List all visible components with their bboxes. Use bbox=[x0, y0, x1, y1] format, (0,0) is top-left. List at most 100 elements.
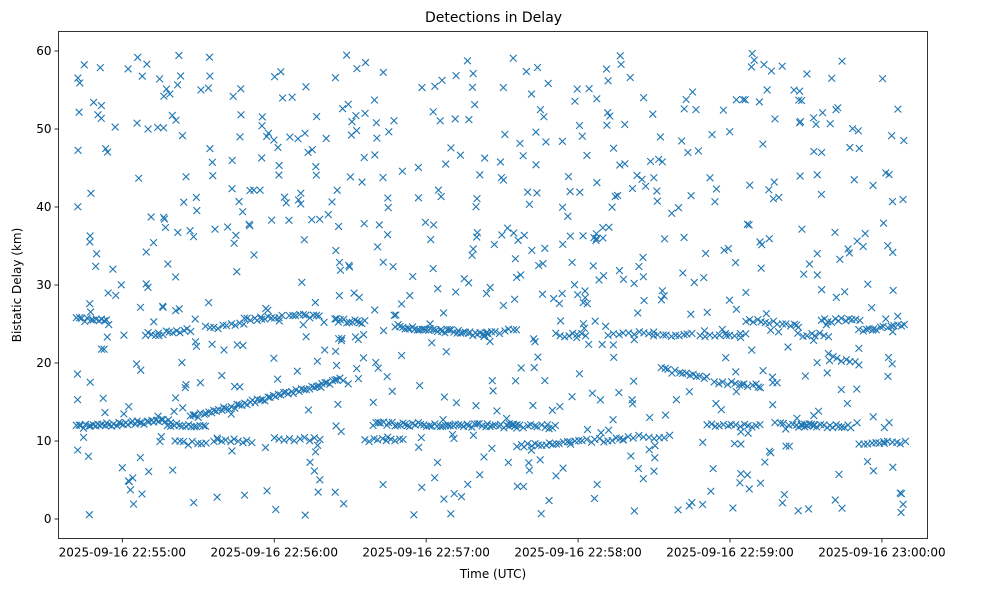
data-point-clutter bbox=[684, 148, 692, 157]
data-point-clutter bbox=[433, 458, 442, 467]
data-point-track-25km bbox=[659, 331, 667, 339]
data-point-clutter bbox=[92, 249, 101, 258]
data-point-track-12km bbox=[828, 423, 837, 432]
data-point-clutter bbox=[583, 425, 592, 434]
data-point-track-10km bbox=[239, 438, 247, 447]
data-point-track-rising bbox=[274, 390, 283, 399]
data-point-clutter bbox=[158, 302, 167, 311]
data-point-clutter bbox=[296, 200, 305, 208]
data-point-clutter bbox=[882, 315, 890, 323]
data-point-clutter bbox=[345, 261, 353, 270]
data-point-clutter bbox=[470, 100, 479, 109]
data-point-clutter bbox=[661, 411, 670, 419]
data-point-track-10km bbox=[221, 436, 230, 444]
data-point-clutter bbox=[75, 108, 83, 117]
data-point-clutter bbox=[724, 244, 733, 253]
data-point-track-25km bbox=[201, 322, 210, 331]
data-point-clutter bbox=[282, 199, 290, 207]
data-point-track-12km bbox=[719, 420, 728, 429]
data-point-clutter bbox=[645, 445, 653, 454]
data-point-track-12km bbox=[166, 419, 175, 427]
data-point-clutter bbox=[639, 93, 648, 102]
data-point-track-10km bbox=[305, 436, 314, 445]
data-point-clutter bbox=[826, 119, 835, 128]
data-point-clutter bbox=[379, 480, 387, 489]
data-point-clutter bbox=[236, 84, 245, 93]
data-point-clutter bbox=[124, 402, 133, 411]
data-point-clutter bbox=[818, 108, 827, 117]
data-point-clutter bbox=[598, 340, 606, 349]
data-point-clutter bbox=[576, 188, 584, 197]
data-point-track-rising bbox=[289, 389, 298, 398]
data-point-clutter bbox=[80, 61, 89, 69]
data-point-clutter bbox=[383, 372, 391, 381]
data-point-clutter bbox=[763, 86, 771, 94]
data-point-clutter bbox=[592, 236, 600, 245]
data-point-track-10km bbox=[280, 436, 288, 444]
data-point-clutter bbox=[848, 124, 857, 133]
data-point-clutter bbox=[385, 128, 393, 136]
data-point-clutter bbox=[142, 280, 151, 288]
data-point-clutter bbox=[359, 354, 368, 362]
data-point-clutter bbox=[817, 190, 826, 199]
data-point-track-25km bbox=[339, 315, 348, 323]
data-point-clutter bbox=[530, 363, 539, 372]
data-point-clutter bbox=[109, 265, 117, 274]
data-point-clutter bbox=[147, 213, 155, 221]
data-point-track-25km bbox=[820, 331, 828, 340]
data-point-clutter bbox=[765, 186, 773, 194]
data-point-clutter bbox=[143, 60, 151, 68]
data-point-clutter bbox=[331, 73, 340, 82]
data-point-clutter bbox=[837, 385, 846, 394]
data-point-clutter bbox=[410, 511, 418, 519]
data-point-clutter bbox=[503, 224, 512, 232]
data-point-track-25km bbox=[662, 331, 670, 339]
data-point-clutter bbox=[230, 239, 238, 248]
data-point-clutter bbox=[370, 306, 379, 314]
data-point-clutter bbox=[256, 186, 264, 194]
data-point-clutter bbox=[620, 120, 629, 129]
data-point-clutter bbox=[301, 129, 309, 138]
data-point-clutter bbox=[414, 443, 423, 452]
data-point-clutter bbox=[275, 171, 283, 179]
data-point-clutter bbox=[756, 238, 764, 246]
data-point-track-25km bbox=[649, 328, 658, 336]
data-point-track-10km bbox=[619, 436, 627, 444]
data-point-clutter bbox=[373, 134, 381, 142]
data-point-clutter bbox=[499, 83, 508, 92]
data-point-clutter bbox=[796, 172, 804, 180]
data-point-clutter bbox=[294, 196, 303, 204]
data-point-clutter bbox=[513, 482, 522, 491]
data-point-track-12km bbox=[446, 421, 454, 430]
data-point-track-10km bbox=[316, 435, 324, 444]
data-point-clutter bbox=[861, 229, 869, 238]
data-point-clutter bbox=[348, 117, 356, 126]
data-point-clutter bbox=[768, 373, 777, 381]
data-point-clutter bbox=[575, 121, 584, 130]
data-point-clutter bbox=[502, 414, 511, 423]
data-point-clutter bbox=[794, 506, 803, 515]
data-point-clutter bbox=[827, 74, 836, 83]
data-point-clutter bbox=[227, 410, 236, 418]
data-point-clutter bbox=[322, 134, 330, 143]
data-point-clutter bbox=[817, 285, 826, 294]
data-point-clutter bbox=[352, 364, 361, 373]
data-point-clutter bbox=[879, 219, 888, 227]
data-point-clutter bbox=[438, 76, 446, 85]
data-point-track-25km bbox=[644, 329, 653, 338]
data-point-track-10km bbox=[194, 439, 202, 448]
data-point-clutter bbox=[792, 321, 801, 329]
data-point-track-25km bbox=[302, 311, 310, 320]
data-point-clutter bbox=[298, 278, 306, 287]
data-point-clutter bbox=[541, 244, 549, 253]
data-point-track-25km bbox=[900, 320, 909, 329]
data-point-clutter bbox=[795, 87, 804, 95]
data-point-clutter bbox=[685, 387, 694, 396]
data-point-clutter bbox=[810, 147, 818, 156]
data-point-clutter bbox=[852, 385, 861, 393]
data-point-clutter bbox=[744, 429, 752, 437]
data-point-track-25km bbox=[745, 315, 754, 324]
data-point-clutter bbox=[358, 178, 366, 186]
data-point-track-25km bbox=[742, 317, 750, 326]
data-point-clutter bbox=[86, 308, 95, 316]
